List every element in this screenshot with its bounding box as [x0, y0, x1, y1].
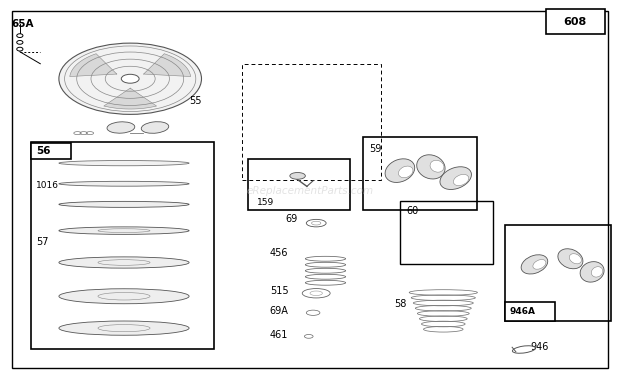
Text: 57: 57	[36, 237, 48, 247]
Ellipse shape	[141, 122, 169, 133]
Bar	[242, 64, 381, 180]
Ellipse shape	[417, 155, 445, 179]
Bar	[400, 201, 493, 264]
Text: 159: 159	[257, 198, 275, 207]
Text: 461: 461	[270, 330, 288, 339]
Ellipse shape	[59, 321, 189, 335]
Ellipse shape	[59, 289, 189, 304]
Text: 58: 58	[394, 299, 406, 309]
Text: 56: 56	[36, 146, 50, 156]
Bar	[31, 142, 214, 349]
Text: 515: 515	[270, 286, 288, 296]
Ellipse shape	[59, 182, 189, 186]
Bar	[546, 9, 604, 34]
Ellipse shape	[59, 257, 189, 268]
Ellipse shape	[59, 160, 189, 166]
Ellipse shape	[521, 255, 547, 274]
Ellipse shape	[440, 167, 471, 189]
Ellipse shape	[290, 172, 305, 179]
Text: 69: 69	[285, 214, 298, 224]
Bar	[248, 159, 350, 210]
Ellipse shape	[533, 260, 546, 269]
Text: 456: 456	[270, 248, 288, 258]
Ellipse shape	[59, 227, 189, 234]
Bar	[363, 137, 477, 210]
Ellipse shape	[399, 166, 413, 178]
Ellipse shape	[59, 43, 202, 114]
Ellipse shape	[107, 122, 135, 133]
Text: eReplacementParts.com: eReplacementParts.com	[246, 186, 374, 196]
Text: 65A: 65A	[11, 20, 33, 29]
Ellipse shape	[558, 249, 583, 269]
Ellipse shape	[385, 159, 415, 182]
Ellipse shape	[122, 74, 139, 83]
Bar	[505, 302, 555, 321]
Text: 946: 946	[530, 342, 549, 352]
Polygon shape	[144, 54, 190, 76]
Text: 69A: 69A	[270, 306, 288, 316]
Text: 59: 59	[369, 144, 381, 154]
Text: 946A: 946A	[510, 307, 536, 316]
Bar	[31, 142, 71, 159]
Polygon shape	[104, 88, 157, 109]
Ellipse shape	[591, 267, 603, 277]
Text: 1016: 1016	[36, 181, 59, 190]
Ellipse shape	[580, 262, 604, 282]
Ellipse shape	[430, 160, 444, 172]
Polygon shape	[70, 54, 117, 76]
Text: 608: 608	[563, 17, 587, 27]
Bar	[505, 225, 611, 321]
Text: 55: 55	[189, 96, 202, 106]
Text: 60: 60	[406, 206, 419, 216]
Ellipse shape	[453, 174, 469, 186]
Ellipse shape	[569, 254, 582, 264]
Ellipse shape	[59, 201, 189, 207]
